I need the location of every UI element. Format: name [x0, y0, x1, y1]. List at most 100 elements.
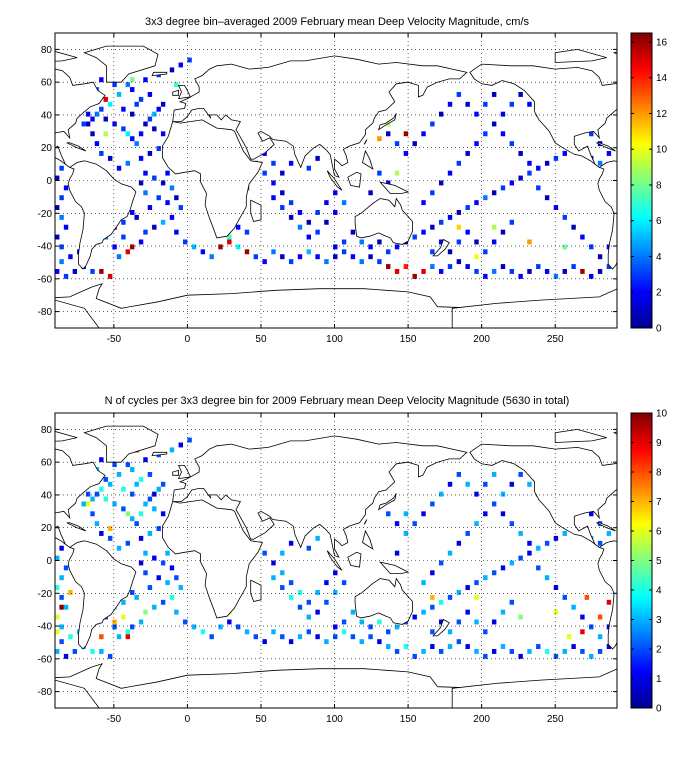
heatmap-cell — [438, 649, 444, 654]
heatmap-cell — [169, 67, 175, 73]
heatmap-cell — [99, 486, 104, 492]
heatmap-cell — [59, 604, 64, 610]
heatmap-cell — [474, 491, 479, 497]
heatmap-cell — [438, 219, 444, 225]
heatmap-cell — [359, 259, 364, 265]
y-tick-label: -40 — [38, 622, 53, 633]
heatmap-cell — [553, 585, 559, 590]
heatmap-cell — [527, 649, 532, 654]
heatmap-cell — [421, 511, 426, 517]
heatmap-cell — [55, 269, 60, 274]
land-outline — [692, 120, 696, 238]
heatmap-cell — [125, 629, 131, 635]
heatmap-cell — [116, 472, 122, 477]
heatmap-cell — [178, 442, 183, 448]
heatmap-cell — [589, 511, 594, 517]
heatmap-cell — [130, 467, 135, 472]
y-tick-label: 40 — [41, 490, 53, 501]
heatmap-cell — [280, 550, 285, 556]
heatmap-cell — [430, 501, 435, 507]
heatmap-cell — [55, 614, 60, 620]
heatmap-cell — [59, 214, 64, 220]
heatmap-cell — [509, 481, 515, 487]
heatmap-cell — [553, 653, 559, 659]
heatmap-cell — [456, 639, 462, 645]
land-outline — [172, 89, 180, 96]
heatmap-cell — [55, 629, 60, 635]
colorbar-tick-label: 5 — [656, 556, 662, 567]
heatmap-cell — [465, 481, 470, 487]
heatmap-cell — [160, 180, 166, 186]
land-outline — [151, 71, 168, 77]
heatmap-cell — [107, 653, 113, 659]
heatmap-cell — [271, 180, 276, 186]
heatmap-cell — [90, 116, 95, 122]
land-outline — [172, 469, 180, 476]
heatmap-cell — [580, 269, 585, 274]
heatmap-cell — [456, 590, 462, 595]
heatmap-cell — [306, 599, 311, 605]
heatmap-cell — [509, 219, 515, 225]
heatmap-cell — [63, 224, 69, 230]
heatmap-cell — [55, 585, 60, 590]
heatmap-cell — [107, 101, 113, 107]
heatmap-cell — [235, 624, 241, 630]
heatmap-cell — [553, 155, 559, 161]
heatmap-cell — [138, 239, 144, 245]
heatmap-cell — [456, 239, 462, 245]
heatmap-cell — [430, 594, 435, 600]
heatmap-cell — [143, 609, 148, 615]
heatmap-cell — [606, 599, 612, 605]
land-outline — [597, 160, 617, 270]
y-tick-label: 0 — [46, 176, 52, 187]
heatmap-cell — [394, 550, 400, 556]
heatmap-cell — [333, 190, 338, 196]
heatmap-cell — [143, 501, 148, 507]
heatmap-cell — [156, 526, 161, 531]
heatmap-cell — [306, 165, 311, 171]
land-outline — [596, 142, 616, 152]
heatmap-cell — [147, 472, 153, 477]
heatmap-cell — [341, 200, 347, 206]
x-tick-label: 0 — [185, 714, 191, 725]
heatmap-cell — [333, 624, 338, 630]
x-tick-label: 100 — [326, 334, 343, 345]
heatmap-cell — [125, 634, 131, 640]
x-tick-label: -50 — [107, 334, 122, 345]
colorbar-ticks: 0 2 4 6 8 10 12 14 16 — [631, 37, 668, 335]
heatmap-cell — [138, 155, 144, 161]
heatmap-cell — [72, 269, 78, 274]
heatmap-cell — [297, 590, 303, 595]
land-outline — [67, 540, 137, 650]
heatmap-cell — [562, 594, 567, 600]
heatmap-cell — [491, 121, 497, 127]
heatmap-cell — [288, 639, 294, 645]
land-outline — [682, 72, 696, 75]
heatmap-cell — [324, 639, 329, 645]
heatmap-cell — [72, 649, 78, 654]
heatmap-cell — [438, 560, 444, 566]
heatmap-cell — [536, 545, 541, 551]
heatmap-cell — [394, 521, 400, 527]
y-tick-label: 20 — [41, 143, 53, 154]
heatmap-cell — [483, 131, 488, 137]
heatmap-cell — [130, 87, 135, 92]
heatmap-cell — [500, 185, 506, 191]
heatmap-cell — [55, 555, 60, 561]
heatmap-cell — [430, 249, 435, 255]
heatmap-cell — [271, 575, 276, 581]
heatmap-cell — [597, 254, 603, 260]
heatmap-cell — [315, 254, 320, 260]
heatmap-cell — [324, 259, 329, 265]
heatmap-cell — [297, 604, 303, 610]
heatmap-cell — [474, 580, 479, 586]
heatmap-cell — [130, 136, 135, 142]
land-outline — [250, 579, 262, 602]
heatmap-cell — [59, 195, 64, 201]
heatmap-cell — [483, 511, 488, 517]
heatmap-cell — [377, 170, 382, 176]
heatmap-cell — [377, 639, 382, 645]
heatmap-cell — [377, 239, 382, 245]
heatmap-cell — [59, 259, 64, 265]
heatmap-cell — [606, 531, 612, 536]
